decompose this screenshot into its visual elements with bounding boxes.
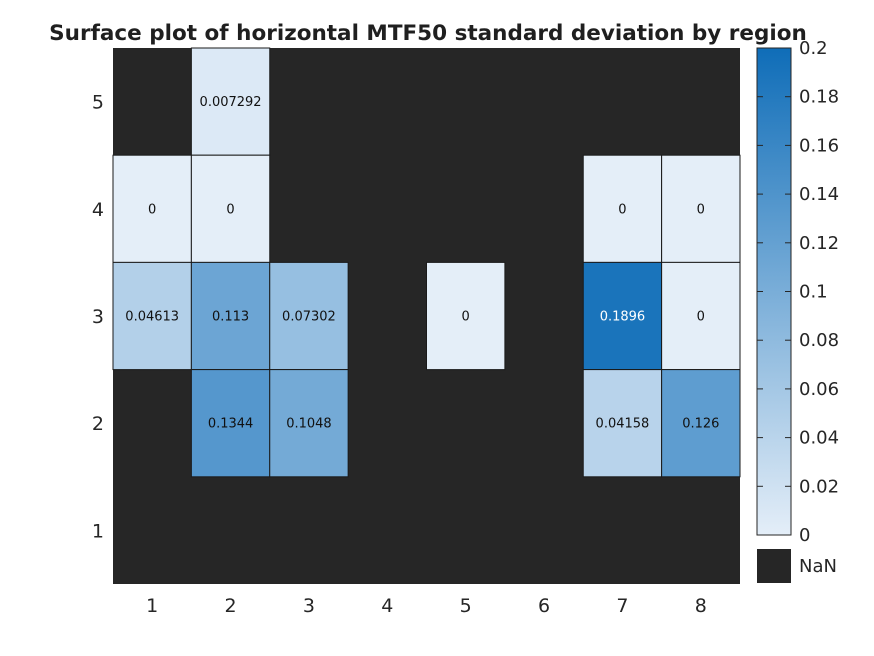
y-tick-label: 5 bbox=[92, 92, 104, 114]
cell-value-label: 0 bbox=[226, 202, 234, 217]
heatmap-cell bbox=[190, 369, 271, 478]
y-axis-ticks: 1 2 3 4 5 bbox=[92, 92, 104, 543]
heatmap-cell bbox=[582, 261, 663, 371]
cell-value-label: 0.04613 bbox=[125, 310, 179, 325]
colorbar-tick-label: 0.16 bbox=[799, 135, 839, 156]
nan-swatch bbox=[757, 549, 791, 583]
colorbar-tick-label: 0 bbox=[799, 525, 810, 546]
x-tick-label: 3 bbox=[303, 595, 315, 617]
colorbar-tick-label: 0.2 bbox=[799, 38, 828, 59]
colorbar-tick-label: 0.1 bbox=[799, 282, 828, 303]
cell-value-label: 0.126 bbox=[682, 417, 719, 432]
x-tick-label: 6 bbox=[538, 595, 550, 617]
y-tick-label: 1 bbox=[92, 520, 104, 542]
cell-value-label: 0.1048 bbox=[286, 417, 332, 432]
cell-value-label: 0 bbox=[462, 310, 470, 325]
heatmap-cell bbox=[661, 369, 741, 478]
plot-area: 0.007292 0 0 0 0 0.04613 0.113 0.07302 0 0.1896 0 0… bbox=[112, 47, 741, 584]
heatmap-cell bbox=[112, 154, 192, 263]
x-tick-label: 5 bbox=[460, 595, 472, 617]
x-tick-label: 4 bbox=[381, 595, 393, 617]
colorbar-tick-label: 0.02 bbox=[799, 476, 839, 497]
cell-value-label: 0.113 bbox=[212, 310, 249, 325]
x-tick-label: 1 bbox=[146, 595, 158, 617]
x-tick-label: 7 bbox=[616, 595, 628, 617]
cell-value-label: 0 bbox=[697, 310, 705, 325]
heatmap-cell bbox=[269, 369, 349, 478]
cell-value-label: 0.1896 bbox=[600, 310, 646, 325]
nan-legend: NaN bbox=[757, 549, 837, 583]
nan-label: NaN bbox=[799, 556, 837, 577]
heatmap-cell bbox=[269, 261, 349, 371]
y-tick-label: 2 bbox=[92, 413, 104, 435]
colorbar-tick-label: 0.14 bbox=[799, 184, 839, 205]
cell-value-label: 0.007292 bbox=[200, 95, 262, 110]
colorbar-tick-label: 0.18 bbox=[799, 87, 839, 108]
heatmap-cell bbox=[112, 261, 192, 371]
heatmap-cell bbox=[190, 261, 271, 371]
cell-value-label: 0 bbox=[618, 202, 626, 217]
cell-value-label: 0 bbox=[148, 202, 156, 217]
chart-title: Surface plot of horizontal MTF50 standar… bbox=[49, 21, 807, 46]
cell-value-label: 0.1344 bbox=[208, 417, 254, 432]
y-tick-label: 4 bbox=[92, 199, 104, 221]
heatmap-cell bbox=[190, 47, 271, 156]
x-tick-label: 2 bbox=[225, 595, 237, 617]
heatmap-cell bbox=[582, 154, 663, 263]
colorbar-tick-label: 0.12 bbox=[799, 233, 839, 254]
cell-value-label: 0.07302 bbox=[282, 310, 336, 325]
x-axis-ticks: 1 2 3 4 5 6 7 8 bbox=[146, 595, 707, 617]
cell-value-label: 0 bbox=[697, 202, 705, 217]
colorbar-tick-label: 0.04 bbox=[799, 428, 839, 449]
colorbar-tick-label: 0.08 bbox=[799, 330, 839, 351]
heatmap-cell bbox=[582, 369, 663, 478]
colorbar-tick-label: 0.06 bbox=[799, 379, 839, 400]
colorbar: 0 0.02 0.04 0.06 0.08 0.1 0.12 0.14 0.16 0.18 0.2 bbox=[756, 38, 839, 546]
x-tick-label: 8 bbox=[695, 595, 707, 617]
heatmap-cell bbox=[426, 261, 506, 371]
heatmap-cell bbox=[190, 154, 271, 263]
y-tick-label: 3 bbox=[92, 306, 104, 328]
cell-value-label: 0.04158 bbox=[596, 417, 650, 432]
